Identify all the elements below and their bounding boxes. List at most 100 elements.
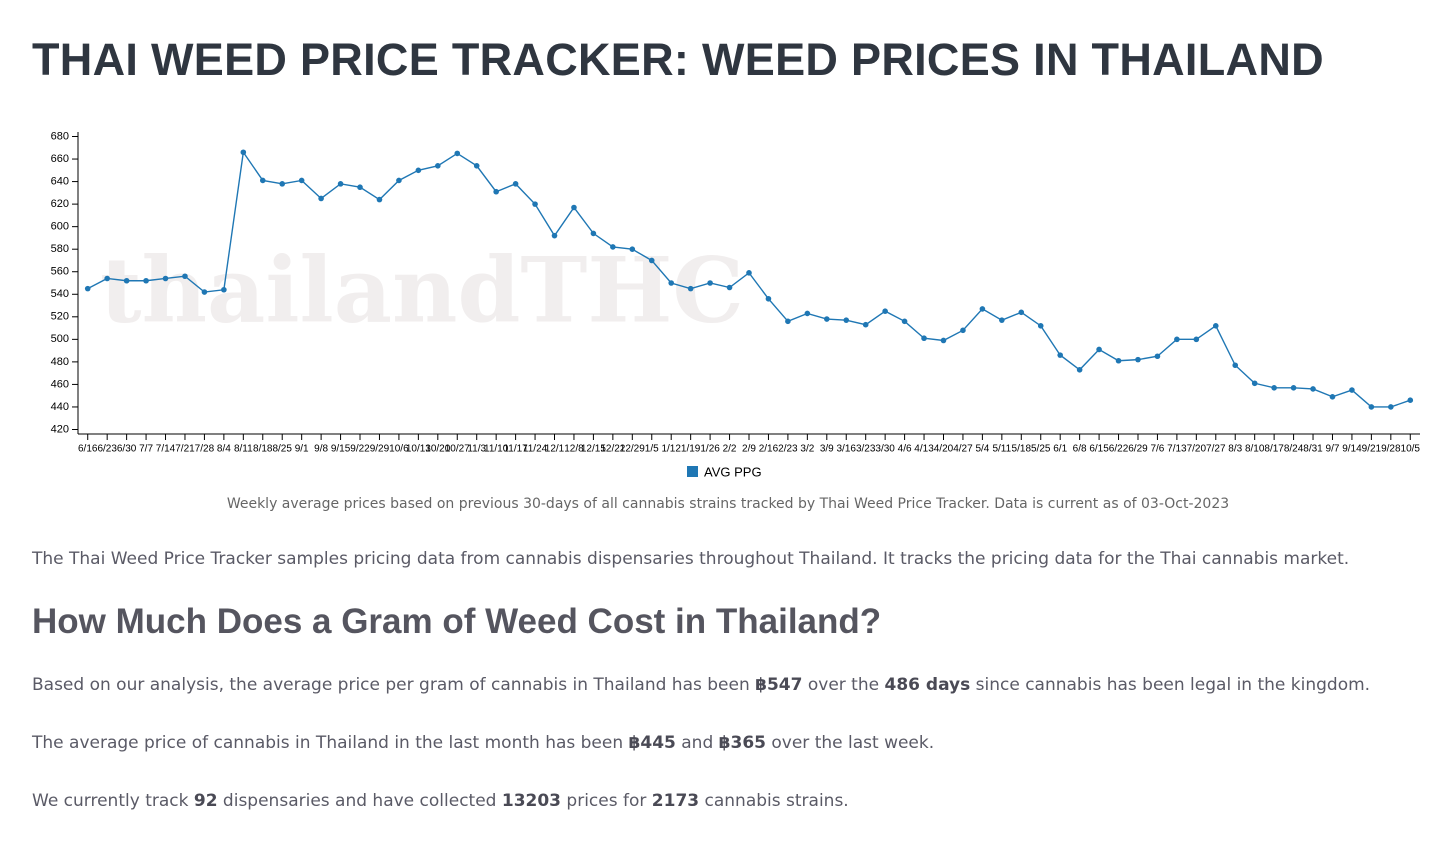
x-tick-label: 10/27 bbox=[445, 444, 470, 455]
x-tick-label: 3/2 bbox=[800, 444, 814, 455]
text: cannabis strains. bbox=[699, 791, 849, 811]
section-heading: How Much Does a Gram of Weed Cost in Tha… bbox=[32, 602, 882, 641]
x-tick-label: 12/22 bbox=[600, 444, 625, 455]
x-tick-label: 1/12 bbox=[661, 444, 681, 455]
x-tick-label: 9/8 bbox=[314, 444, 328, 455]
text: dispensaries and have collected bbox=[217, 791, 502, 811]
data-point bbox=[862, 321, 869, 328]
intro-paragraph: The Thai Weed Price Tracker samples pric… bbox=[32, 549, 1350, 569]
data-point bbox=[435, 163, 441, 169]
data-point bbox=[221, 286, 227, 293]
y-tick-label: 520 bbox=[51, 311, 69, 323]
x-tick-label: 6/8 bbox=[1073, 444, 1087, 455]
data-point bbox=[901, 318, 908, 325]
highlight: ฿547 bbox=[755, 675, 803, 695]
paragraph: We currently track 92 dispensaries and h… bbox=[32, 791, 849, 811]
highlight: 486 days bbox=[884, 675, 971, 695]
y-tick-label: 580 bbox=[51, 243, 69, 255]
data-point bbox=[415, 167, 422, 174]
x-tick-label: 11/17 bbox=[503, 444, 528, 455]
data-point bbox=[687, 285, 694, 292]
y-tick-label: 620 bbox=[51, 198, 69, 210]
x-tick-label: 8/24 bbox=[1284, 444, 1304, 455]
x-tick-label: 6/30 bbox=[117, 444, 137, 455]
data-point bbox=[1290, 384, 1297, 391]
x-tick-label: 1/19 bbox=[681, 444, 701, 455]
x-tick-label: 9/14 bbox=[1342, 444, 1362, 455]
data-point bbox=[357, 184, 363, 191]
text: The average price of cannabis in Thailan… bbox=[32, 733, 629, 753]
y-tick-label: 560 bbox=[51, 266, 69, 278]
chart: thailandTHC 420 440 460 480 500 520 540 560 580 60… bbox=[51, 130, 1421, 479]
x-tick-label: 12/1 bbox=[545, 444, 565, 455]
x-tick-label: 8/4 bbox=[217, 444, 231, 455]
data-point bbox=[979, 306, 986, 312]
x-tick-label: 12/29 bbox=[620, 444, 645, 455]
x-tick-label: 3/30 bbox=[875, 444, 895, 455]
x-tick-label: 11/10 bbox=[484, 444, 509, 455]
data-point bbox=[104, 275, 110, 282]
data-point bbox=[785, 318, 791, 325]
x-tick-label: 9/1 bbox=[295, 444, 309, 455]
x-tick-label: 8/31 bbox=[1303, 444, 1323, 455]
data-point bbox=[376, 196, 383, 203]
x-tick-label: 10/13 bbox=[406, 444, 431, 455]
data-point bbox=[1174, 336, 1180, 343]
data-point bbox=[182, 273, 188, 280]
x-tick-label: 11/24 bbox=[523, 444, 548, 455]
data-point bbox=[1018, 309, 1025, 316]
x-tick-label: 1/26 bbox=[700, 444, 720, 455]
data-point bbox=[298, 177, 305, 184]
x-tick-label: 8/3 bbox=[1228, 444, 1242, 455]
data-point bbox=[279, 181, 286, 187]
x-tick-label: 8/18 bbox=[253, 444, 273, 455]
data-point bbox=[999, 317, 1005, 323]
data-point bbox=[551, 232, 558, 239]
data-point bbox=[960, 327, 966, 334]
legend-label: AVG PPG bbox=[704, 464, 762, 479]
x-tick-label: 7/28 bbox=[195, 444, 215, 455]
data-point bbox=[162, 275, 169, 282]
x-tick-label: 12/8 bbox=[564, 444, 584, 455]
data-point bbox=[1251, 380, 1258, 387]
data-point bbox=[1076, 366, 1083, 373]
x-tick-label: 4/13 bbox=[914, 444, 934, 455]
text: since cannabis has been legal in the kin… bbox=[970, 675, 1371, 695]
data-point bbox=[454, 150, 461, 157]
y-tick-label: 660 bbox=[51, 153, 69, 165]
data-point bbox=[1115, 357, 1122, 364]
text: We currently track bbox=[32, 791, 194, 811]
data-point bbox=[1057, 352, 1063, 358]
data-point bbox=[746, 270, 752, 276]
data-point bbox=[765, 295, 772, 302]
x-tick-label: 7/6 bbox=[1150, 444, 1164, 455]
highlight: ฿445 bbox=[628, 733, 676, 753]
y-tick-label: 640 bbox=[51, 175, 69, 187]
x-tick-label: 9/7 bbox=[1326, 444, 1340, 455]
x-tick-label: 5/25 bbox=[1031, 444, 1051, 455]
x-tick-label: 8/11 bbox=[234, 444, 253, 455]
data-point bbox=[1037, 323, 1044, 329]
data-point bbox=[1193, 336, 1200, 343]
x-tick-label: 6/23 bbox=[97, 444, 117, 455]
x-tick-label: 7/13 bbox=[1167, 444, 1187, 455]
y-tick-label: 540 bbox=[51, 288, 69, 300]
x-tick-label: 10/20 bbox=[425, 444, 450, 455]
x-tick-label: 6/16 bbox=[78, 444, 98, 455]
data-point bbox=[337, 181, 344, 187]
data-point bbox=[1407, 397, 1414, 403]
x-tick-label: 5/18 bbox=[1012, 444, 1032, 455]
text: prices for bbox=[561, 791, 652, 811]
x-tick-label: 2/9 bbox=[742, 444, 756, 455]
data-point bbox=[668, 280, 675, 286]
y-tick-label: 680 bbox=[51, 130, 69, 142]
text: over the last week. bbox=[765, 733, 935, 753]
y-tick-label: 500 bbox=[51, 333, 69, 345]
data-point bbox=[571, 204, 577, 211]
x-tick-label: 7/27 bbox=[1206, 444, 1226, 455]
legend-swatch bbox=[687, 466, 698, 477]
x-tick-label: 4/6 bbox=[898, 444, 912, 455]
data-point bbox=[1154, 353, 1161, 360]
page-title: THAI WEED PRICE TRACKER: WEED PRICES IN … bbox=[32, 34, 1324, 85]
data-point bbox=[882, 308, 888, 314]
